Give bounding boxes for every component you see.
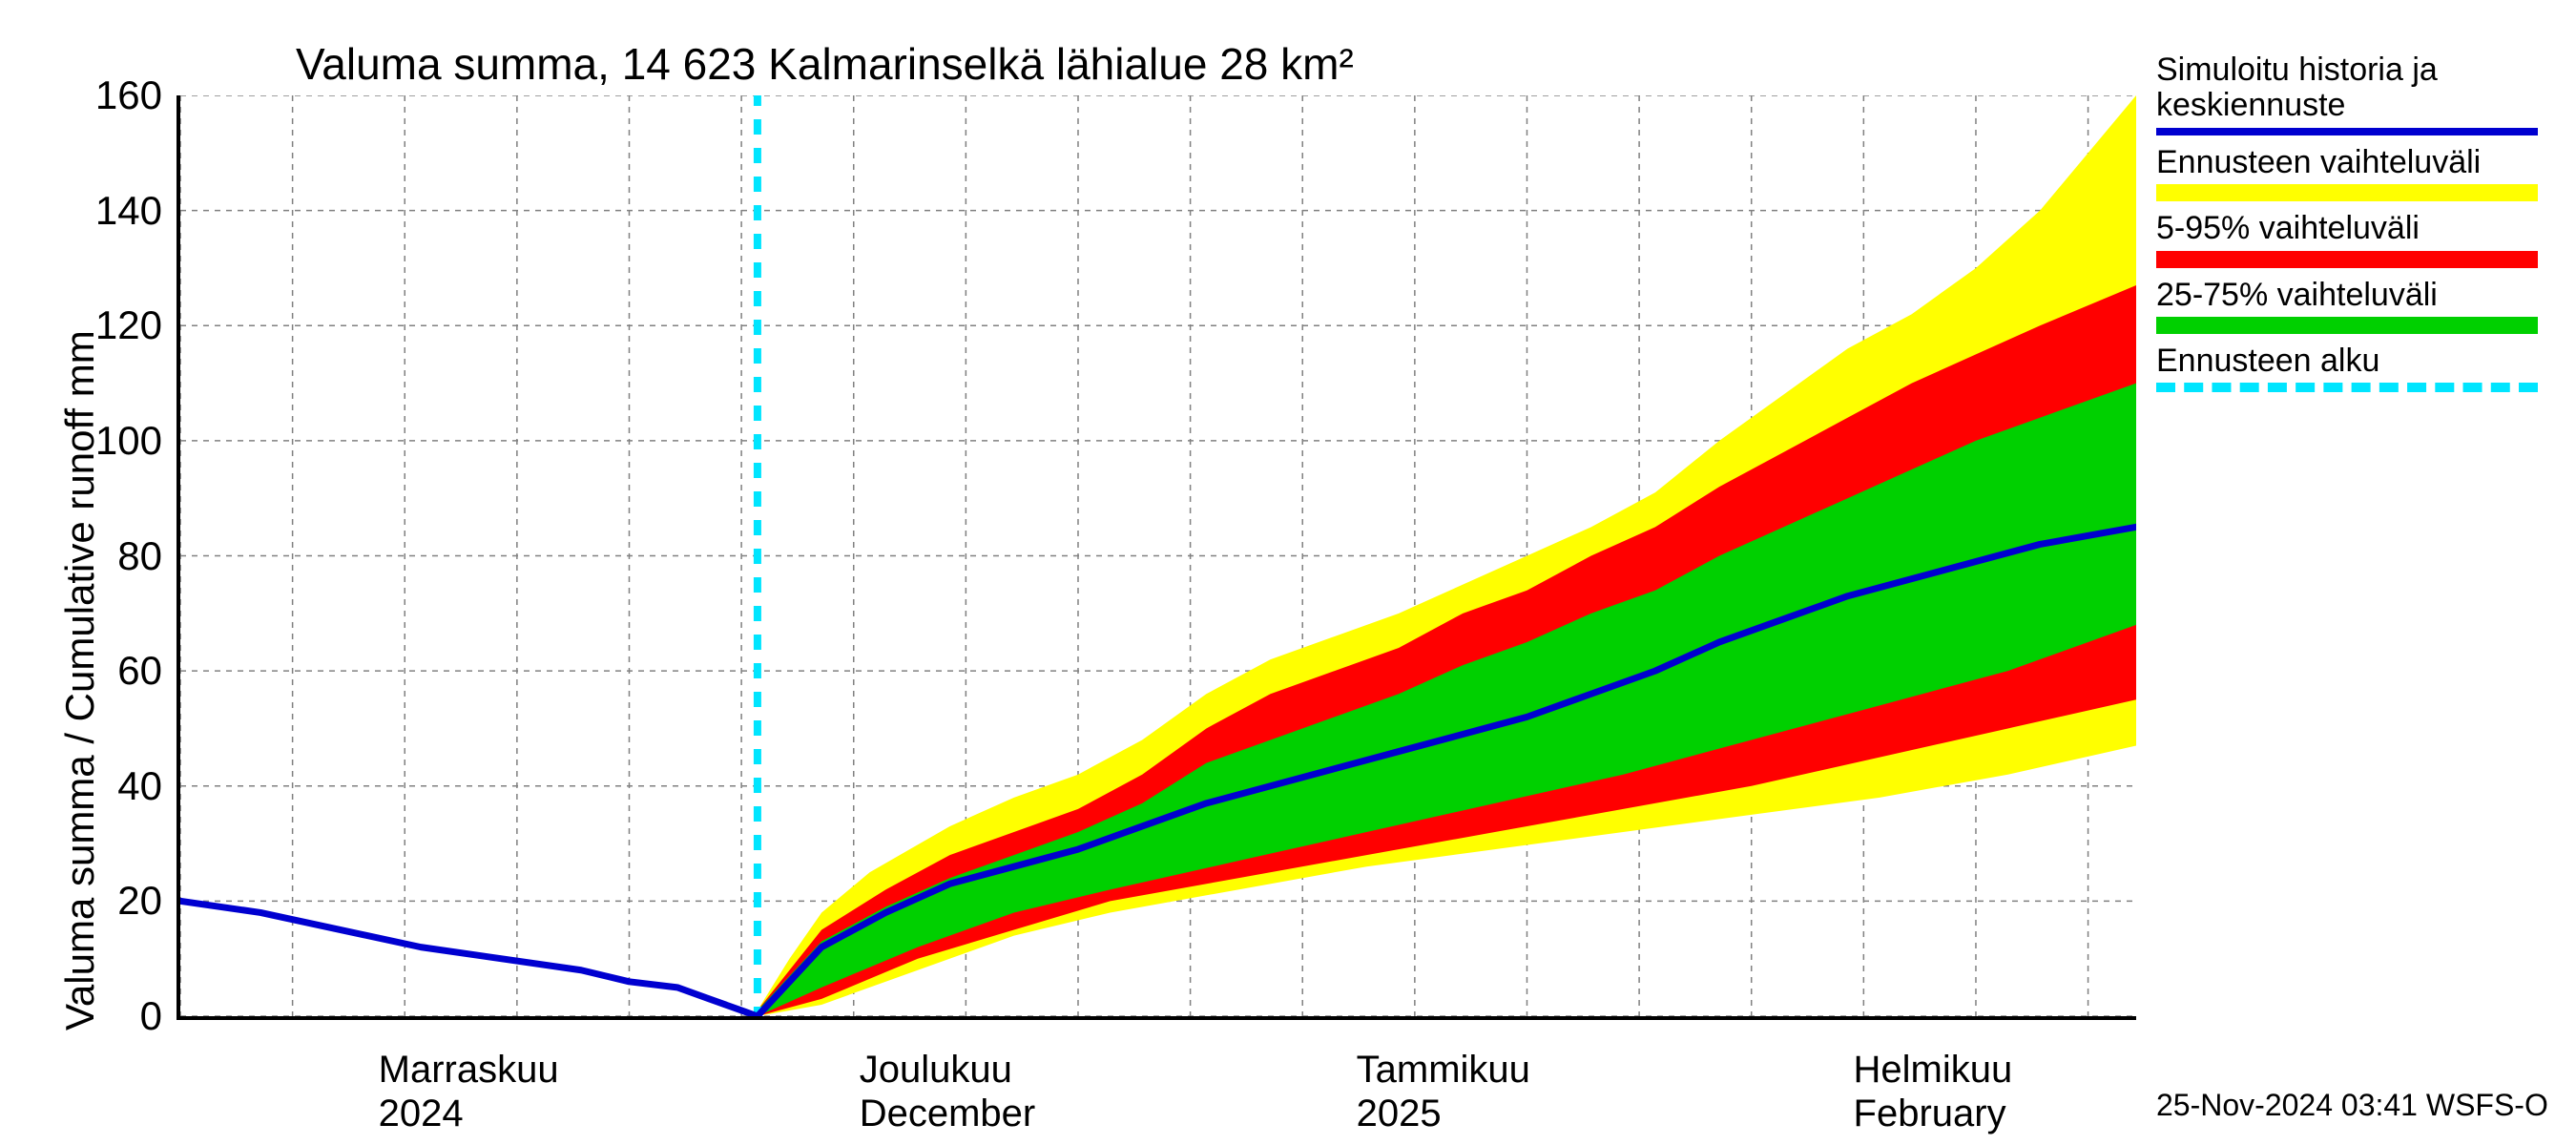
legend-entry: Simuloitu historia jakeskiennuste [2156, 52, 2557, 135]
legend-swatch [2156, 383, 2538, 392]
chart-container: Valuma summa, 14 623 Kalmarinselkä lähia… [0, 0, 2576, 1145]
legend: Simuloitu historia jakeskiennuste Ennuste… [2156, 52, 2557, 402]
y-tick-label: 140 [95, 188, 162, 234]
y-tick-label: 160 [95, 73, 162, 118]
x-tick-label: HelmikuuFebruary [1854, 1048, 2013, 1135]
legend-swatch [2156, 128, 2538, 135]
timestamp-label: 25-Nov-2024 03:41 WSFS-O [2156, 1088, 2548, 1123]
chart-title: Valuma summa, 14 623 Kalmarinselkä lähia… [296, 38, 1354, 90]
legend-label: 25-75% vaihteluväli [2156, 278, 2557, 313]
legend-label: 5-95% vaihteluväli [2156, 211, 2557, 246]
y-tick-label: 40 [117, 763, 162, 809]
y-tick-label: 60 [117, 648, 162, 694]
y-tick-label: 20 [117, 878, 162, 924]
legend-entry: 5-95% vaihteluväli [2156, 211, 2557, 267]
plot-area [177, 95, 2136, 1020]
legend-entry: 25-75% vaihteluväli [2156, 278, 2557, 334]
legend-label: Simuloitu historia jakeskiennuste [2156, 52, 2557, 124]
legend-swatch [2156, 317, 2538, 334]
x-tick-label: Marraskuu2024 [379, 1048, 559, 1135]
y-tick-label: 0 [140, 993, 162, 1039]
y-tick-label: 80 [117, 533, 162, 579]
x-tick-label: JoulukuuDecember [860, 1048, 1036, 1135]
legend-swatch [2156, 184, 2538, 201]
y-tick-label: 100 [95, 418, 162, 464]
legend-label: Ennusteen vaihteluväli [2156, 145, 2557, 180]
y-tick-label: 120 [95, 302, 162, 348]
legend-label: Ennusteen alku [2156, 344, 2557, 379]
legend-swatch [2156, 251, 2538, 268]
legend-entry: Ennusteen vaihteluväli [2156, 145, 2557, 201]
plot-svg [180, 95, 2136, 1016]
legend-entry: Ennusteen alku [2156, 344, 2557, 392]
x-tick-label: Tammikuu2025 [1357, 1048, 1530, 1135]
